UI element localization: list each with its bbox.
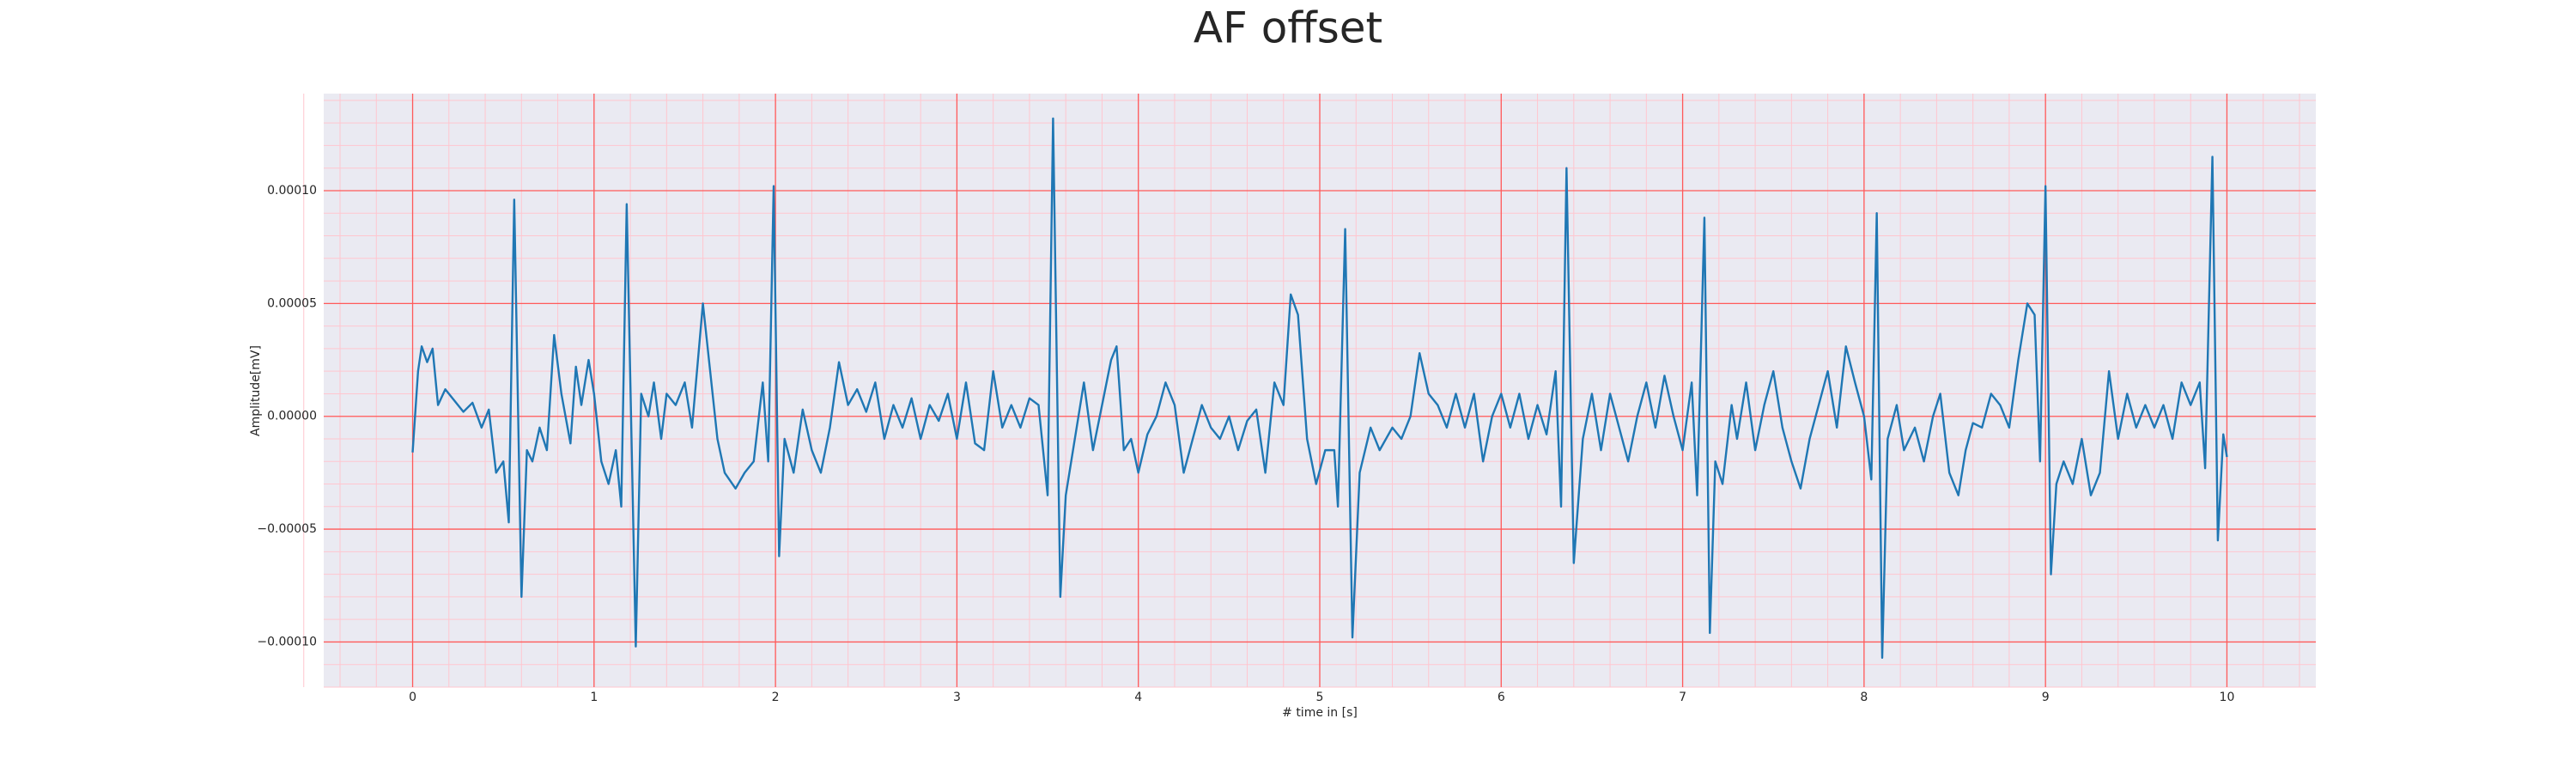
x-tick-label: 4 bbox=[1134, 691, 1142, 704]
y-tick-label: 0.00005 bbox=[267, 296, 317, 310]
x-tick-label: 10 bbox=[2220, 691, 2235, 704]
x-tick-label: 8 bbox=[1860, 691, 1868, 704]
x-tick-label: 5 bbox=[1316, 691, 1324, 704]
chart-title: AF offset bbox=[1194, 3, 1382, 53]
signal-line bbox=[411, 117, 2228, 660]
y-tick-label: 0.00000 bbox=[267, 410, 317, 423]
x-axis-label: # time in [s] bbox=[1282, 706, 1358, 720]
x-tick-label: 3 bbox=[953, 691, 961, 704]
x-tick-label: 9 bbox=[2042, 691, 2050, 704]
x-tick-label: 7 bbox=[1679, 691, 1686, 704]
y-axis-label: Amplitude[mV] bbox=[249, 345, 263, 436]
y-tick-label: 0.00010 bbox=[267, 184, 317, 198]
x-tick-label: 6 bbox=[1498, 691, 1505, 704]
x-tick-label: 1 bbox=[590, 691, 598, 704]
x-tick-label: 0 bbox=[409, 691, 416, 704]
y-tick-label: −0.00005 bbox=[257, 522, 317, 536]
x-tick-label: 2 bbox=[772, 691, 780, 704]
y-tick-label: −0.00010 bbox=[257, 635, 317, 648]
